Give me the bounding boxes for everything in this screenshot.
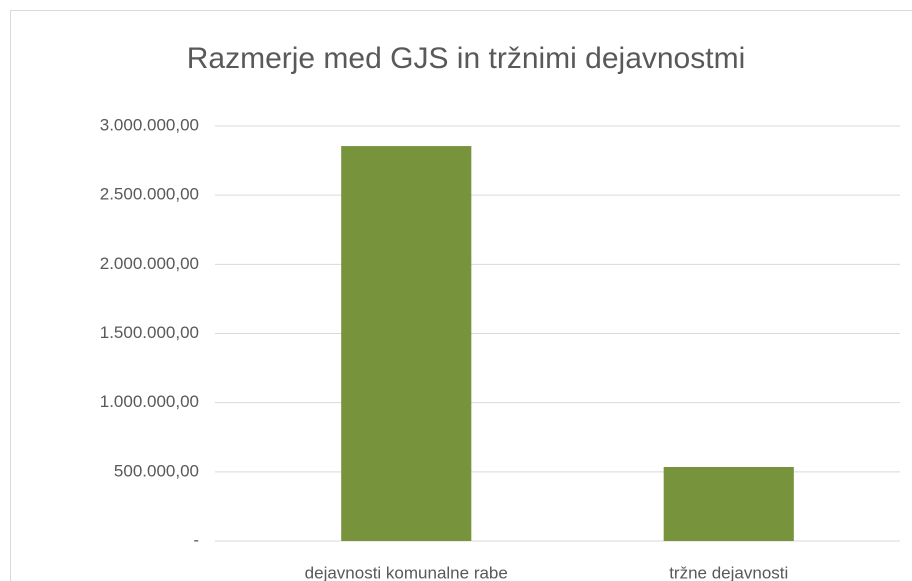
y-tick-label: 2.000.000,00 xyxy=(100,254,199,273)
x-tick-label: dejavnosti komunalne rabe xyxy=(305,563,508,581)
x-tick-label: tržne dejavnosti xyxy=(669,563,788,581)
bar xyxy=(663,466,794,541)
y-tick-label: 1.000.000,00 xyxy=(100,392,199,411)
y-tick-label: 2.500.000,00 xyxy=(100,185,199,204)
chart-title: Razmerje med GJS in tržnimi dejavnostmi xyxy=(187,42,746,75)
bar xyxy=(341,146,472,541)
y-tick-label: 3.000.000,00 xyxy=(100,115,199,134)
y-tick-label: 500.000,00 xyxy=(114,461,199,480)
y-tick-label: - xyxy=(193,530,199,549)
y-tick-label: 1.500.000,00 xyxy=(100,323,199,342)
